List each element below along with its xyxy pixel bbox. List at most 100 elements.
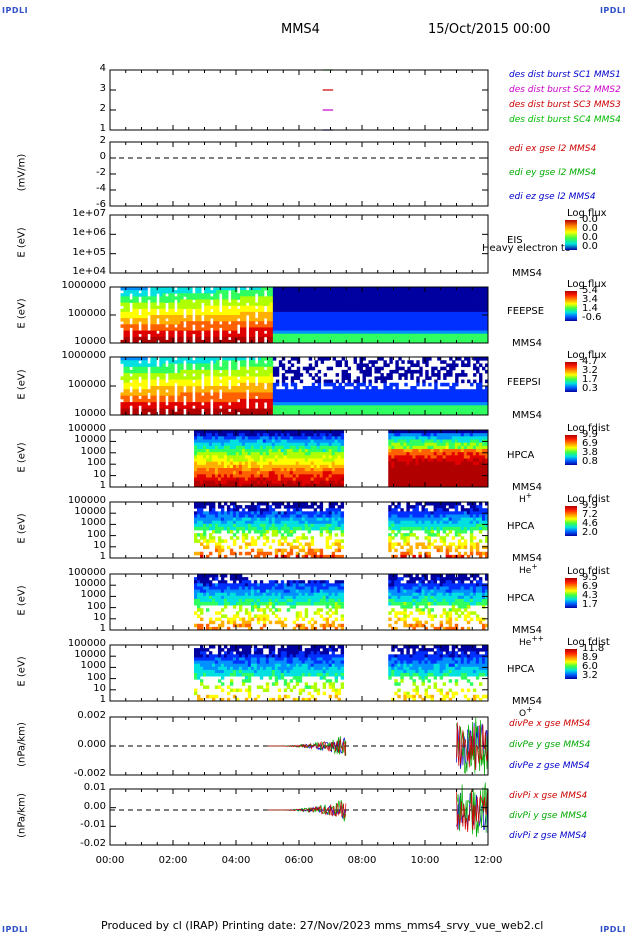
heatmap-cell <box>251 405 256 409</box>
heatmap-cell <box>320 311 325 316</box>
heatmap-cell <box>335 363 340 368</box>
heatmap-cell <box>386 315 390 319</box>
heatmap-cell <box>437 336 441 341</box>
heatmap-cell <box>416 311 420 316</box>
heatmap-cell <box>344 373 348 377</box>
heatmap-cell <box>198 287 202 291</box>
heatmap-cell <box>317 398 322 403</box>
heatmap-cell <box>280 477 285 482</box>
heatmap-cell <box>374 324 378 328</box>
heatmap-cell <box>380 330 384 335</box>
heatmap-cell <box>407 311 411 316</box>
heatmap-cell <box>281 392 286 397</box>
heatmap-cell <box>314 398 319 403</box>
heatmap-cell <box>356 392 360 397</box>
heatmap-cell <box>132 382 136 387</box>
heatmap-cell <box>380 299 384 303</box>
heatmap-cell <box>162 293 166 297</box>
heatmap-cell <box>250 436 255 440</box>
heatmap-cell <box>416 376 420 380</box>
heatmap-cell <box>431 408 435 413</box>
heatmap-cell <box>341 408 345 413</box>
heatmap-cell <box>394 439 398 444</box>
heatmap-cell <box>274 455 279 459</box>
heatmap-cell <box>243 386 247 390</box>
heatmap-cell <box>353 357 357 361</box>
heatmap-cell <box>225 302 229 307</box>
heatmap-cell <box>461 296 465 300</box>
heatmap-cell <box>413 333 417 338</box>
heatmap-cell <box>204 389 208 393</box>
heatmap-cell <box>275 305 280 310</box>
heatmap-cell <box>437 287 441 291</box>
heatmap-cell <box>269 369 274 374</box>
heatmap-cell <box>302 395 307 400</box>
heatmap-cell <box>162 290 166 294</box>
heatmap-cell <box>238 442 243 447</box>
heatmap-cell <box>485 330 489 335</box>
heatmap-cell <box>257 330 262 335</box>
heatmap-cell <box>250 474 255 478</box>
heatmap-cell <box>211 452 216 456</box>
heatmap-cell <box>340 471 345 475</box>
heatmap-cell <box>171 373 175 377</box>
heatmap-cell <box>232 439 237 444</box>
heatmap-cell <box>144 321 148 325</box>
heatmap-cell <box>189 363 193 368</box>
heatmap-cell <box>302 408 307 413</box>
heatmap-cell <box>350 321 354 325</box>
heatmap-cell <box>307 480 312 485</box>
heatmap-cell <box>299 373 304 377</box>
heatmap-cell <box>305 290 310 294</box>
heatmap-cell <box>204 382 208 387</box>
heatmap-cell <box>323 311 328 316</box>
heatmap-cell <box>287 360 292 364</box>
heatmap-cell <box>251 392 256 397</box>
heatmap-cell <box>260 408 265 413</box>
heatmap-cell <box>374 395 378 400</box>
heatmap-cell <box>132 287 136 291</box>
heatmap-cell <box>168 360 172 364</box>
heatmap-cell <box>171 369 175 374</box>
heatmap-cell <box>392 293 396 297</box>
heatmap-cell <box>350 398 354 403</box>
heatmap-cell <box>314 311 319 316</box>
heatmap-cell <box>256 477 261 482</box>
heatmap-cell <box>226 471 231 475</box>
heatmap-cell <box>476 315 480 319</box>
heatmap-cell <box>341 290 345 294</box>
heatmap-cell <box>257 408 262 413</box>
heatmap-cell <box>440 311 444 316</box>
heatmap-cell <box>413 311 417 316</box>
heatmap-cell <box>443 311 447 316</box>
heatmap-cell <box>356 398 360 403</box>
heatmap-cell <box>260 376 265 380</box>
heatmap-cell <box>120 376 124 380</box>
heatmap-cell <box>443 333 447 338</box>
heatmap-cell <box>317 287 322 291</box>
heatmap-cell <box>296 302 301 307</box>
heatmap-cell <box>434 324 438 328</box>
heatmap-cell <box>326 366 331 371</box>
heatmap-cell <box>482 315 486 319</box>
heatmap-cell <box>126 299 130 303</box>
heatmap-cell <box>251 339 256 344</box>
heatmap-cell <box>222 318 226 322</box>
heatmap-cell <box>428 336 432 341</box>
heatmap-cell <box>268 445 273 450</box>
heatmap-cell <box>449 324 453 328</box>
heatmap-cell <box>207 327 211 331</box>
heatmap-cell <box>269 296 274 300</box>
heatmap-cell <box>223 445 228 450</box>
heatmap-cell <box>323 382 328 387</box>
heatmap-cell <box>129 357 133 361</box>
heatmap-cell <box>470 382 474 387</box>
heatmap-cell <box>284 311 289 316</box>
heatmap-cell <box>216 333 220 338</box>
heatmap-cell <box>244 445 249 450</box>
heatmap-cell <box>269 379 274 384</box>
heatmap-cell <box>308 333 313 338</box>
heatmap-cell <box>213 389 217 393</box>
heatmap-cell <box>293 330 298 335</box>
heatmap-cell <box>195 363 199 368</box>
